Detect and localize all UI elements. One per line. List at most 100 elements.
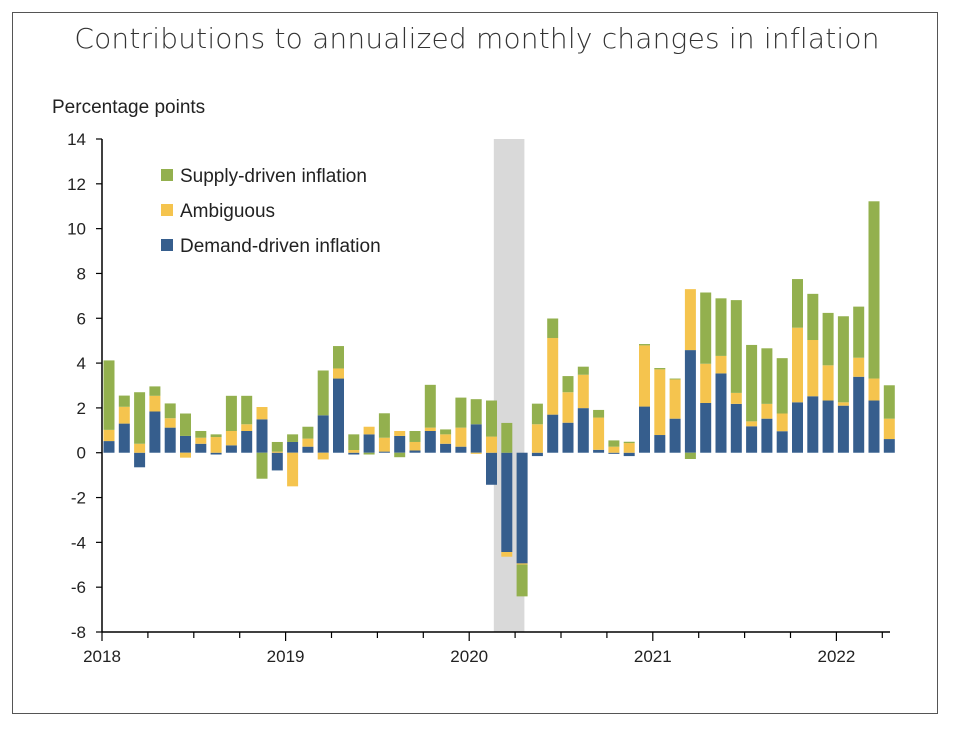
bar-demand-driven-inflation-8 <box>225 445 237 453</box>
bar-ambiguous-47 <box>822 365 834 401</box>
legend-label-0: Supply-driven inflation <box>180 166 367 187</box>
bar-supply-driven-inflation-22 <box>440 429 452 435</box>
bar-demand-driven-inflation-14 <box>317 415 329 453</box>
bar-demand-driven-inflation-3 <box>149 411 161 453</box>
bar-ambiguous-22 <box>440 434 452 444</box>
bar-supply-driven-inflation-49 <box>853 306 865 358</box>
bar-supply-driven-inflation-27 <box>516 564 528 597</box>
bar-ambiguous-49 <box>853 357 865 377</box>
bar-demand-driven-inflation-12 <box>287 441 299 453</box>
bar-supply-driven-inflation-45 <box>792 279 803 328</box>
bar-supply-driven-inflation-47 <box>822 312 834 366</box>
bar-demand-driven-inflation-43 <box>761 418 773 453</box>
bar-supply-driven-inflation-14 <box>317 370 329 416</box>
bar-demand-driven-inflation-31 <box>577 408 589 453</box>
bar-supply-driven-inflation-11 <box>271 441 283 452</box>
bar-ambiguous-11 <box>271 451 283 453</box>
bar-demand-driven-inflation-16 <box>348 452 360 455</box>
bar-supply-driven-inflation-41 <box>730 300 742 393</box>
bar-ambiguous-39 <box>700 363 712 403</box>
y-tick-label: 10 <box>67 220 86 239</box>
bar-demand-driven-inflation-34 <box>623 452 635 457</box>
bar-ambiguous-38 <box>684 289 696 351</box>
bar-supply-driven-inflation-18 <box>378 413 390 438</box>
bar-ambiguous-42 <box>746 421 758 427</box>
bar-supply-driven-inflation-7 <box>210 434 222 438</box>
bar-demand-driven-inflation-42 <box>746 426 758 453</box>
bar-supply-driven-inflation-29 <box>547 318 559 338</box>
bar-supply-driven-inflation-24 <box>470 399 482 425</box>
bar-demand-driven-inflation-10 <box>256 419 268 453</box>
y-tick-label: 14 <box>67 130 86 149</box>
bar-supply-driven-inflation-1 <box>118 395 130 407</box>
bar-ambiguous-45 <box>792 327 803 403</box>
bar-supply-driven-inflation-48 <box>837 316 849 403</box>
chart-title: Contributions to annualized monthly chan… <box>74 22 880 55</box>
bar-ambiguous-33 <box>608 446 620 453</box>
bar-supply-driven-inflation-43 <box>761 348 773 404</box>
bar-ambiguous-16 <box>348 450 360 453</box>
bar-supply-driven-inflation-44 <box>776 358 788 414</box>
bar-ambiguous-51 <box>883 418 895 440</box>
bar-supply-driven-inflation-28 <box>531 403 543 425</box>
bar-ambiguous-4 <box>164 418 176 428</box>
bar-ambiguous-13 <box>302 438 314 447</box>
bar-ambiguous-21 <box>424 427 436 431</box>
bar-ambiguous-8 <box>225 430 237 446</box>
x-tick-label: 2022 <box>817 647 855 666</box>
legend-label-1: Ambiguous <box>180 201 275 222</box>
bar-ambiguous-9 <box>241 424 253 431</box>
bar-demand-driven-inflation-1 <box>118 423 130 453</box>
x-tick-label: 2021 <box>634 647 672 666</box>
bar-supply-driven-inflation-5 <box>180 413 191 436</box>
bar-ambiguous-50 <box>868 378 880 401</box>
bar-supply-driven-inflation-35 <box>639 344 650 346</box>
legend-label-2: Demand-driven inflation <box>180 236 381 257</box>
bar-supply-driven-inflation-50 <box>868 201 880 379</box>
bar-supply-driven-inflation-32 <box>593 409 605 418</box>
bar-ambiguous-2 <box>134 443 146 453</box>
bar-demand-driven-inflation-32 <box>593 449 605 453</box>
bar-ambiguous-40 <box>715 355 727 374</box>
bar-ambiguous-24 <box>470 452 482 454</box>
bar-supply-driven-inflation-46 <box>807 293 819 341</box>
y-tick-label: -6 <box>71 578 86 597</box>
bar-demand-driven-inflation-44 <box>776 431 788 453</box>
bar-ambiguous-19 <box>394 430 406 436</box>
bar-ambiguous-20 <box>409 441 421 451</box>
bar-demand-driven-inflation-40 <box>715 373 727 453</box>
bar-ambiguous-29 <box>547 337 559 415</box>
bar-demand-driven-inflation-21 <box>424 430 436 453</box>
bar-demand-driven-inflation-49 <box>853 376 865 453</box>
bar-demand-driven-inflation-24 <box>470 424 482 453</box>
figure-frame <box>12 12 938 714</box>
bar-ambiguous-43 <box>761 403 773 419</box>
bar-supply-driven-inflation-51 <box>883 385 895 419</box>
bar-demand-driven-inflation-5 <box>180 435 191 453</box>
bar-supply-driven-inflation-20 <box>409 430 421 442</box>
bar-demand-driven-inflation-26 <box>501 452 513 552</box>
bar-demand-driven-inflation-48 <box>837 405 849 453</box>
bar-supply-driven-inflation-23 <box>455 397 467 428</box>
bar-supply-driven-inflation-8 <box>225 395 237 431</box>
x-tick-label: 2020 <box>450 647 488 666</box>
bar-supply-driven-inflation-16 <box>348 434 360 451</box>
bar-demand-driven-inflation-4 <box>164 427 176 453</box>
legend-swatch-1 <box>161 204 173 216</box>
bar-supply-driven-inflation-15 <box>333 346 344 369</box>
x-tick-label: 2019 <box>267 647 305 666</box>
bar-ambiguous-31 <box>577 374 589 409</box>
bar-supply-driven-inflation-6 <box>195 430 207 438</box>
bar-supply-driven-inflation-34 <box>623 441 635 444</box>
y-tick-label: 6 <box>77 309 86 328</box>
bar-demand-driven-inflation-51 <box>883 439 895 453</box>
bar-demand-driven-inflation-25 <box>486 452 497 485</box>
bar-supply-driven-inflation-4 <box>164 403 176 419</box>
bar-ambiguous-3 <box>149 395 161 412</box>
bar-ambiguous-6 <box>195 437 207 444</box>
bar-ambiguous-34 <box>623 443 635 453</box>
bar-demand-driven-inflation-45 <box>792 402 803 453</box>
bar-demand-driven-inflation-17 <box>363 434 375 453</box>
bar-supply-driven-inflation-3 <box>149 386 161 396</box>
